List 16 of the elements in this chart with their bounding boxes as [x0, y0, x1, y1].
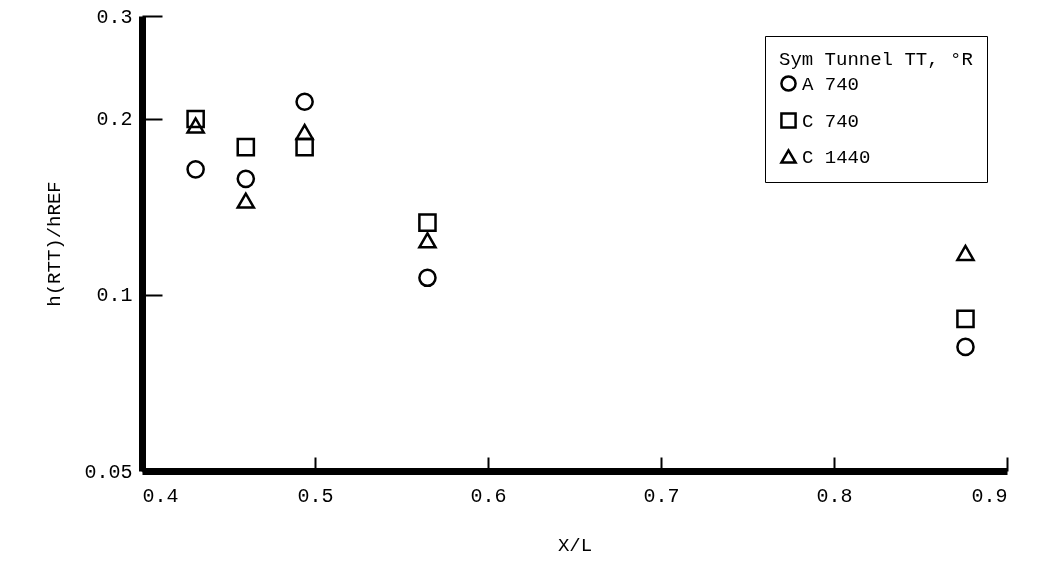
x-tick-label: 0.9: [971, 484, 1008, 508]
x-tick-label: 0.4: [142, 484, 179, 508]
y-tick-label: 0.3: [96, 5, 133, 29]
legend-title: Sym Tunnel TT, °R: [779, 49, 973, 71]
y-tick-label: 0.05: [84, 460, 133, 484]
y-tick-label: 0.2: [96, 108, 133, 132]
x-tick-label: 0.7: [643, 484, 680, 508]
legend-label: A 740: [802, 73, 860, 96]
y-tick-label: 0.1: [96, 284, 133, 308]
x-tick-label: 0.8: [816, 484, 853, 508]
legend-label: C 740: [802, 110, 860, 133]
x-axis-title: X/L: [557, 534, 593, 557]
x-tick-label: 0.5: [297, 484, 334, 508]
x-tick-label: 0.6: [470, 484, 507, 508]
y-axis-title: h(RTT)/hREF: [44, 181, 67, 307]
legend-label: C 1440: [802, 146, 871, 169]
